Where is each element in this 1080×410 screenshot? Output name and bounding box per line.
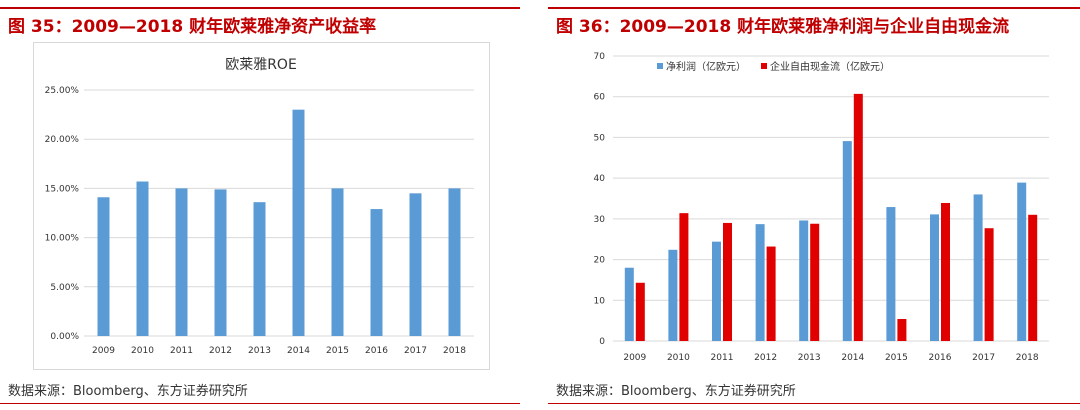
x-tick-label: 2010	[667, 353, 690, 363]
legend-swatch-free-cash-flow	[761, 63, 767, 69]
y-tick-label: 30	[594, 215, 606, 225]
x-tick-label: 2017	[404, 346, 427, 356]
legend-label-free-cash-flow: 企业自由现金流（亿欧元）	[770, 60, 890, 73]
x-tick-label: 2015	[885, 353, 908, 363]
net-profit-bar	[712, 241, 721, 341]
y-tick-label: 60	[594, 93, 606, 103]
y-tick-label: 10.00%	[45, 234, 80, 244]
net-profit-bar	[842, 141, 852, 341]
x-tick-label: 2012	[209, 346, 232, 356]
x-tick-label: 2018	[1016, 353, 1039, 363]
legend-label-net-profit: 净利润（亿欧元）	[666, 60, 746, 73]
x-tick-label: 2015	[326, 346, 349, 356]
free-cash-flow-bar	[635, 282, 645, 341]
free-cash-flow-bar	[941, 202, 950, 341]
x-tick-label: 2010	[131, 346, 154, 356]
y-tick-label: 20	[594, 256, 606, 266]
roe-figure-panel: 图 35：2009—2018 财年欧莱雅净资产收益率 欧莱雅ROE 0.00% 5.…	[0, 0, 520, 410]
free-cash-flow-bar	[810, 223, 820, 341]
x-tick-label: 2018	[443, 346, 466, 356]
net-profit-bar	[624, 267, 634, 341]
free-cash-flow-bar	[723, 222, 732, 341]
roe-bar	[292, 109, 305, 337]
source-note: 数据来源：Bloomberg、东方证券研究所	[556, 384, 796, 399]
profit-cashflow-figure-panel: 图 36：2009—2018 财年欧莱雅净利润与企业自由现金流 0 10 20 30 4…	[548, 0, 1080, 410]
y-tick-label: 50	[594, 133, 606, 143]
y-tick-label: 20.00%	[45, 135, 80, 145]
source-note: 数据来源：Bloomberg、东方证券研究所	[8, 384, 248, 399]
x-tick-label: 2009	[92, 346, 115, 356]
y-tick-label: 0.00%	[50, 332, 79, 342]
net-profit-bar	[668, 249, 678, 341]
net-profit-bar	[930, 214, 939, 341]
x-tick-label: 2009	[623, 353, 646, 363]
x-tick-label: 2013	[248, 346, 271, 356]
roe-bar	[175, 188, 188, 336]
figure-title: 图 35：2009—2018 财年欧莱雅净资产收益率	[8, 17, 377, 37]
roe-bar	[97, 197, 110, 336]
x-tick-label: 2014	[287, 346, 310, 356]
bottom-rule	[0, 403, 520, 404]
net-profit-bar	[755, 224, 765, 341]
y-tick-label: 0	[599, 337, 605, 347]
x-tick-label: 2012	[754, 353, 777, 363]
profit-cashflow-bar-chart: 0 10 20 30 40 50 60 70 2009 2010 2011 2012 2013 2014 2…	[594, 52, 1049, 363]
net-profit-bar	[799, 220, 809, 341]
bottom-rule	[548, 403, 1080, 404]
x-tick-label: 2011	[711, 353, 734, 363]
free-cash-flow-bar	[766, 246, 776, 341]
net-profit-bar	[886, 207, 896, 341]
x-tick-label: 2013	[798, 353, 821, 363]
net-profit-bar	[1017, 182, 1027, 341]
roe-bar-chart: 欧莱雅ROE 0.00% 5.00% 10.00% 15.00% 20.00% 25.00%…	[45, 57, 474, 356]
figure-title: 图 36：2009—2018 财年欧莱雅净利润与企业自由现金流	[556, 17, 1010, 37]
y-tick-label: 70	[594, 52, 606, 62]
y-tick-label: 5.00%	[50, 283, 79, 293]
x-tick-label: 2014	[841, 353, 864, 363]
roe-bar	[448, 188, 461, 336]
free-cash-flow-bar	[1028, 214, 1038, 341]
roe-bar	[253, 202, 266, 336]
y-tick-label: 10	[594, 296, 606, 306]
top-rule	[548, 7, 1080, 9]
x-tick-label: 2011	[170, 346, 193, 356]
x-tick-label: 2017	[972, 353, 995, 363]
roe-chart-frame: 欧莱雅ROE 0.00% 5.00% 10.00% 15.00% 20.00% 25.00%…	[33, 42, 490, 370]
top-rule	[0, 7, 520, 9]
free-cash-flow-bar	[897, 319, 907, 341]
y-tick-label: 25.00%	[45, 86, 80, 96]
roe-bar	[409, 193, 422, 336]
free-cash-flow-bar	[853, 93, 863, 341]
free-cash-flow-bar	[984, 228, 994, 341]
y-tick-label: 15.00%	[45, 184, 80, 194]
roe-bar	[370, 209, 383, 336]
roe-bar	[136, 181, 149, 336]
net-profit-bar	[973, 194, 983, 341]
legend-swatch-net-profit	[657, 63, 663, 69]
profit-chart-frame: 0 10 20 30 40 50 60 70 2009 2010 2011 2012 2013 2014 2…	[572, 42, 1052, 370]
y-tick-label: 40	[594, 174, 606, 184]
x-tick-label: 2016	[365, 346, 388, 356]
x-tick-label: 2016	[929, 353, 952, 363]
chart-title: 欧莱雅ROE	[225, 57, 297, 73]
roe-bar	[331, 188, 344, 336]
roe-bar	[214, 189, 227, 336]
free-cash-flow-bar	[679, 213, 689, 341]
